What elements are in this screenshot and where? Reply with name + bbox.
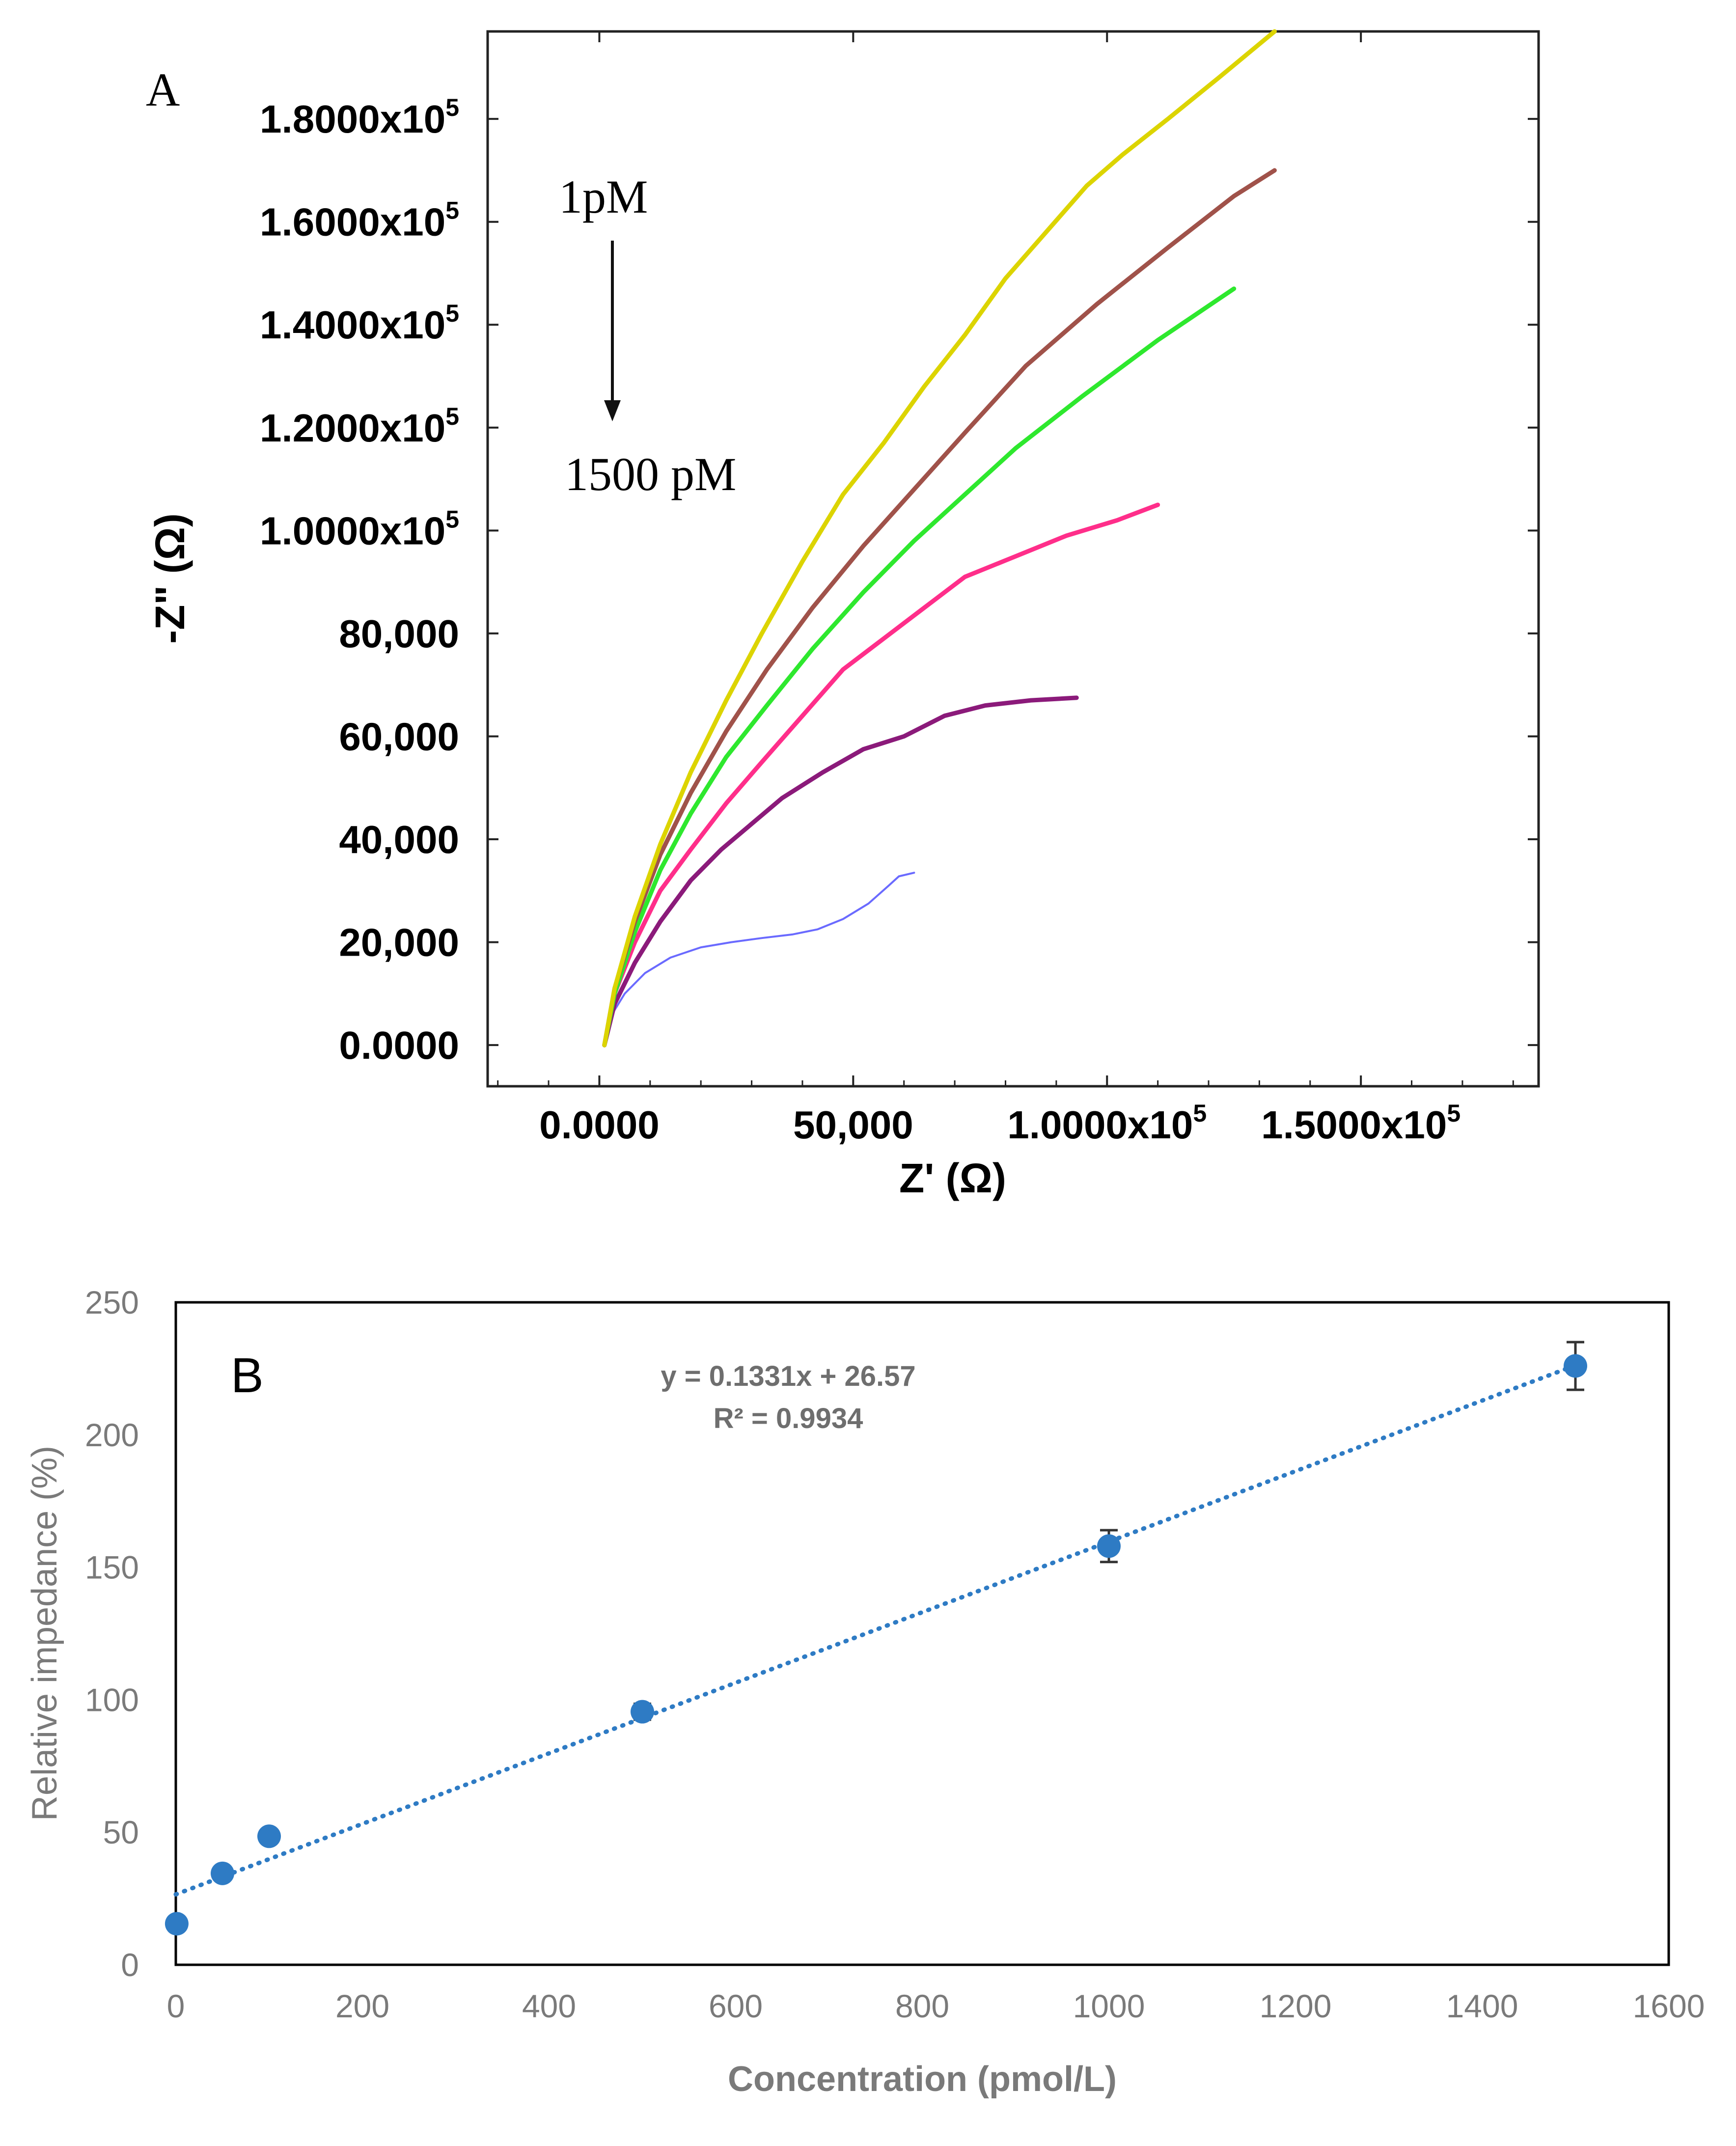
data-point [257, 1824, 281, 1848]
nyquist-curve [603, 872, 915, 1046]
nyquist-curve [602, 695, 1079, 1047]
panel-a-y-tick-label: 20,000 [339, 921, 459, 964]
panel-a-y-tick-labels: 0.0000 20,000 40,000 60,000 80,000 1.0000x105… [260, 94, 459, 1067]
panel-a-y-tick-label: 1.6000x105 [260, 197, 459, 244]
annotation-start-label: 1pM [559, 170, 648, 223]
nyquist-curve [602, 168, 1277, 1047]
panel-b-y-tick-label: 250 [85, 1284, 139, 1321]
data-point [631, 1700, 654, 1724]
data-point [1097, 1534, 1121, 1558]
panel-b-y-tick-label: 100 [85, 1681, 139, 1718]
panel-b-x-tick-label: 1200 [1260, 1988, 1332, 2024]
nyquist-curve [602, 29, 1277, 1047]
panel-a-y-tick-label: 0.0000 [339, 1023, 459, 1067]
panel-b-x-axis-title: Concentration (pmol/L) [728, 2060, 1117, 2099]
panel-b-calibration-chart: 0 50 100 150 200 250 0 200 400 600 800 1000 1200 140… [25, 1284, 1705, 2099]
panel-b-y-tick-labels: 0 50 100 150 200 250 [85, 1284, 139, 1983]
panel-b-y-tick-label: 150 [85, 1549, 139, 1586]
panel-a-x-tick-label: 1.0000x105 [1007, 1100, 1207, 1147]
panel-a-x-tick-labels: 0.0000 50,000 1.0000x105 1.5000x105 [539, 1100, 1460, 1147]
panel-a-tick-marks [488, 31, 1539, 1086]
panel-a-x-tick-label: 50,000 [793, 1103, 913, 1147]
panel-a-x-tick-label: 0.0000 [539, 1103, 660, 1147]
regression-equation: y = 0.1331x + 26.57 [661, 1360, 915, 1392]
panel-a-y-tick-label: 80,000 [339, 612, 459, 656]
panel-a-plot-frame [486, 30, 1540, 1088]
panel-a-y-tick-label: 1.2000x105 [260, 403, 459, 450]
r-squared-value: R² = 0.9934 [714, 1403, 863, 1434]
nyquist-curve [602, 286, 1237, 1047]
linear-trendline [173, 1363, 1578, 1897]
panel-b-plot-frame [174, 1301, 1670, 1966]
panel-b-y-axis-title: Relative impedance (%) [25, 1446, 64, 1821]
panel-b-x-tick-label: 200 [335, 1988, 389, 2024]
panel-a-y-tick-label: 1.0000x105 [260, 505, 459, 552]
panel-a-y-tick-label: 1.4000x105 [260, 300, 459, 347]
panel-b-x-tick-label: 1000 [1073, 1988, 1145, 2024]
panel-b-y-tick-label: 200 [85, 1417, 139, 1453]
panel-a-y-tick-label: 40,000 [339, 818, 459, 861]
panel-a-series-group [602, 29, 1277, 1047]
panel-b-x-tick-label: 0 [167, 1988, 185, 2024]
panel-b-data-points [165, 1354, 1587, 1936]
panel-b-trendline-group [173, 1363, 1578, 1897]
panel-a-y-tick-label: 1.8000x105 [260, 94, 459, 141]
data-point [211, 1861, 234, 1885]
panel-b-y-tick-label: 50 [103, 1814, 139, 1850]
panel-b-x-tick-label: 400 [522, 1988, 576, 2024]
data-point [1564, 1354, 1587, 1378]
panel-a-impedance-chart: 0.0000 20,000 40,000 60,000 80,000 1.0000x105… [146, 29, 1540, 1201]
panel-a-x-tick-label: 1.5000x105 [1261, 1100, 1460, 1147]
nyquist-curve [602, 502, 1160, 1047]
panel-a-letter: A [146, 63, 180, 116]
panel-b-x-tick-label: 600 [709, 1988, 763, 2024]
panel-a-x-axis-title: Z' (Ω) [899, 1155, 1006, 1201]
panel-a-y-axis-title: -Z" (Ω) [147, 513, 193, 644]
panel-b-y-tick-label: 0 [121, 1947, 139, 1983]
panel-b-x-tick-label: 1400 [1446, 1988, 1518, 2024]
panel-b-x-tick-label: 1600 [1633, 1988, 1705, 2024]
concentration-arrow-head [604, 400, 621, 421]
panel-b-letter: B [231, 1348, 264, 1403]
panel-a-y-tick-label: 60,000 [339, 715, 459, 758]
panel-b-x-tick-label: 800 [895, 1988, 949, 2024]
data-point [165, 1912, 189, 1936]
panel-b-x-tick-labels: 0 200 400 600 800 1000 1200 1400 1600 [167, 1988, 1705, 2024]
annotation-end-label: 1500 pM [565, 448, 736, 500]
